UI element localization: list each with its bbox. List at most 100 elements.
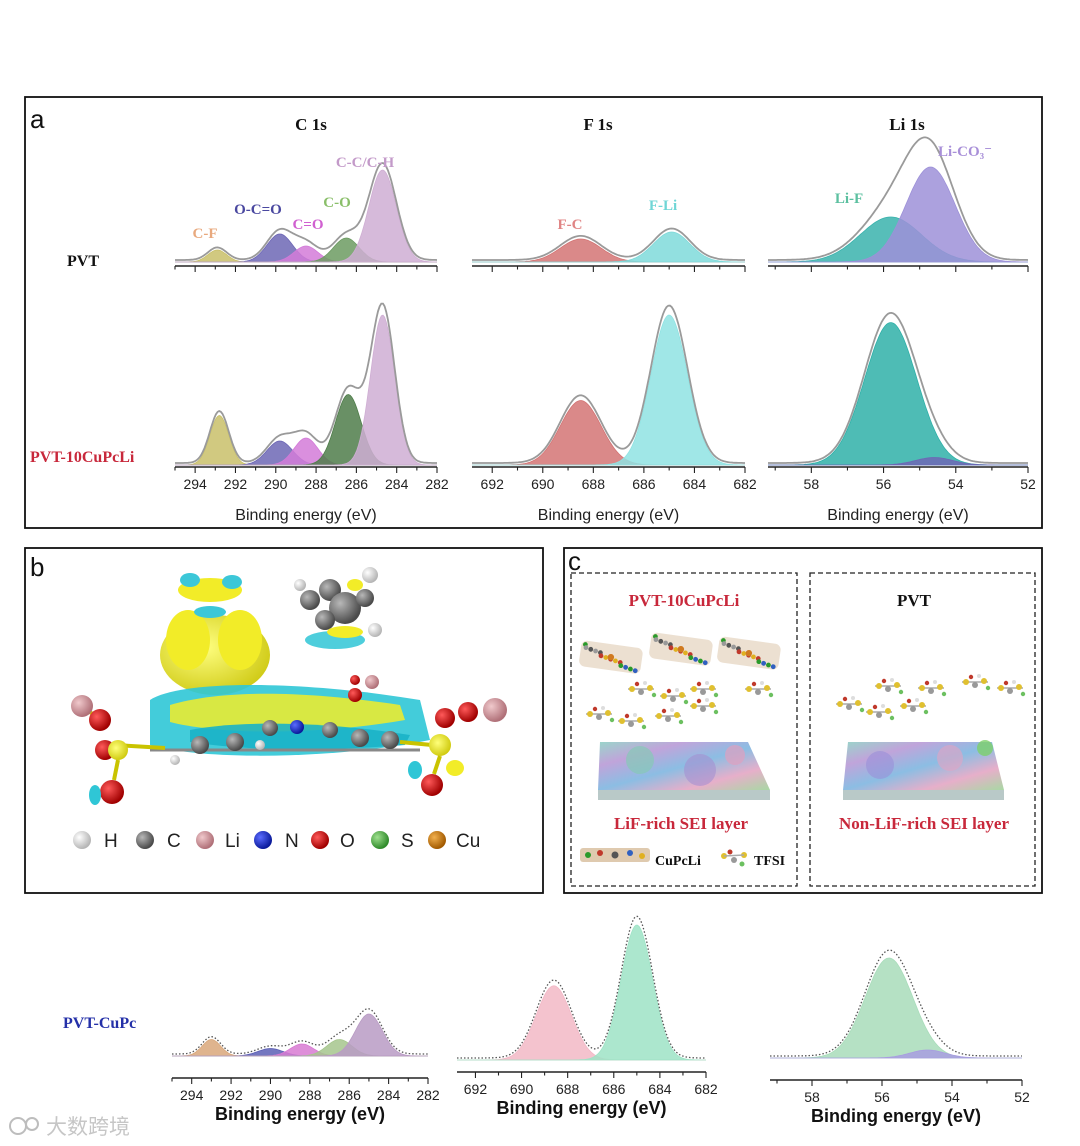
a-f1s-cupcli-envelope: [472, 304, 745, 464]
a-f1s-cupcli-tick-label: 684: [683, 476, 707, 492]
sample-label-pvt: PVT: [67, 253, 99, 270]
legend-tfsi-label: TFSI: [754, 854, 785, 869]
a-f1s-cupcli-tick-label: 688: [582, 476, 606, 492]
right-tfsi-3: [997, 680, 1026, 697]
a-c1s-pvt-peak-4: [175, 169, 438, 263]
svg-text:Li: Li: [225, 831, 240, 852]
panel-b-letter: b: [30, 552, 44, 582]
bottom-2-tick-label: 54: [944, 1089, 960, 1105]
bottom-0-peak-4: [172, 1013, 428, 1057]
svg-text:Cu: Cu: [456, 831, 480, 852]
bottom-sample-label: PVT-CuPc: [63, 1015, 136, 1032]
a-li1s-cupcli-xlabel: Binding energy (eV): [827, 507, 968, 524]
bottom-2-tick-label: 58: [804, 1089, 820, 1105]
left-tfsi-2: [690, 681, 719, 698]
bottom-0-xlabel: Binding energy (eV): [215, 1104, 385, 1124]
bottom-2-peak-1: [770, 1049, 1022, 1059]
legend-item-cu: Cu: [428, 831, 480, 852]
panel-a-border: [24, 96, 1043, 529]
a-f1s-peak-label-1: F-Li: [649, 198, 677, 214]
watermark-text: 大数跨境: [46, 1115, 130, 1139]
right-tfsi-4: [836, 696, 865, 713]
a-li1s-pvt-envelope: [768, 136, 1029, 261]
panel-c-molecules: [579, 632, 1026, 730]
a-li1s-cupcli-tick-label: 58: [804, 476, 820, 492]
a-c1s-pvt-envelope: [175, 162, 438, 261]
legend-item-c: C: [136, 831, 181, 852]
sei-slab-right: [843, 740, 1004, 800]
panel-c-letter: c: [568, 546, 581, 576]
a-c1s-peak-label-0: C-F: [193, 226, 218, 242]
a-li1s-cupcli-peak-1: [768, 457, 1028, 466]
a-li1s-peak-label-0: Li-F: [835, 191, 863, 207]
a-f1s-pvt-envelope: [472, 227, 745, 261]
atom-cu-icon: [428, 831, 446, 849]
a-li1s-cupcli-tick-label: 54: [948, 476, 964, 492]
atom-o-icon: [311, 831, 329, 849]
atom-legend: H C Li N O S Cu: [73, 831, 480, 852]
svg-text:C: C: [167, 831, 181, 852]
bottom-1-tick-label: 684: [648, 1081, 672, 1097]
a-c1s-peak-label-2: C=O: [292, 217, 323, 233]
a-c1s-cupcli-tick-label: 284: [385, 476, 409, 492]
a-c1s-cupcli-tick-label: 286: [345, 476, 369, 492]
svg-text:O: O: [340, 831, 355, 852]
bottom-2-tick-label: 52: [1014, 1089, 1030, 1105]
panel-c-border: [563, 547, 1043, 894]
watermark-logo-icon: [9, 1117, 39, 1135]
a-li1s-cupcli-envelope: [768, 311, 1028, 464]
bottom-1-xlabel: Binding energy (eV): [496, 1098, 666, 1118]
a-li1s-peak-label-1: Li-CO₃⁻: [938, 144, 992, 160]
a-c1s-cupcli-tick-label: 288: [304, 476, 328, 492]
right-tfsi-2: [962, 674, 991, 691]
cupcli-molecule-1: [649, 632, 713, 666]
panel-a-plots: C 1s 294 292 290 288 286 284 282 Binding energy …: [30, 115, 1036, 524]
a-f1s-cupcli-peak-1: [472, 314, 745, 466]
molecule-render: [71, 567, 507, 805]
svg-text:S: S: [401, 831, 414, 852]
atom-li-icon: [196, 831, 214, 849]
sample-label-pvt-10cupcli: PVT-10CuPcLi: [30, 449, 135, 466]
panel-c-left-title: PVT-10CuPcLi: [629, 591, 740, 610]
panel-b-border: [24, 547, 544, 894]
bottom-0-tick-label: 284: [377, 1087, 401, 1103]
bottom-1-tick-label: 686: [602, 1081, 626, 1097]
atom-n-icon: [254, 831, 272, 849]
panel-c-left-layer: LiF-rich SEI layer: [614, 814, 749, 833]
atom-s-icon: [371, 831, 389, 849]
sei-slab-left: [598, 742, 770, 800]
left-tfsi-1: [660, 688, 689, 705]
legend-item-o: O: [311, 831, 355, 852]
a-f1s-peak-label-0: F-C: [558, 217, 583, 233]
bottom-1-envelope: [457, 915, 706, 1059]
left-tfsi-4: [586, 706, 615, 723]
panel-c-left-box: [570, 572, 798, 887]
bottom-plots: 294 292 290 288 286 284 282 Binding energy (eV)…: [171, 915, 1030, 1126]
a-li1s-pvt-peak-1: [768, 166, 1028, 263]
a-f1s-cupcli-xlabel: Binding energy (eV): [538, 507, 679, 524]
a-c1s-cupcli-tick-label: 292: [224, 476, 248, 492]
bottom-0-tick-label: 282: [416, 1087, 440, 1103]
legend-item-li: Li: [196, 831, 240, 852]
a-c1s-cupcli-tick-label: 290: [264, 476, 288, 492]
left-tfsi-0: [628, 681, 657, 698]
a-c1s-cupcli-tick-label: 294: [183, 476, 207, 492]
bottom-0-tick-label: 292: [219, 1087, 243, 1103]
bottom-0-tick-label: 286: [338, 1087, 362, 1103]
left-tfsi-6: [655, 708, 684, 725]
panel-c-right-title: PVT: [897, 591, 932, 610]
bottom-0-tick-label: 290: [259, 1087, 283, 1103]
right-tfsi-0: [875, 678, 904, 695]
a-f1s-cupcli-tick-label: 686: [632, 476, 656, 492]
bottom-1-peak-1: [457, 924, 706, 1061]
bottom-1-tick-label: 682: [694, 1081, 718, 1097]
right-tfsi-1: [918, 680, 947, 697]
bottom-0-tick-label: 294: [180, 1087, 204, 1103]
a-c1s-peak-label-3: C-O: [323, 195, 351, 211]
a-c1s-peak-label-4: C-C/C-H: [336, 155, 395, 171]
left-tfsi-7: [690, 698, 719, 715]
right-tfsi-6: [900, 698, 929, 715]
watermark: 大数跨境: [9, 1115, 130, 1139]
atom-h-icon: [73, 831, 91, 849]
